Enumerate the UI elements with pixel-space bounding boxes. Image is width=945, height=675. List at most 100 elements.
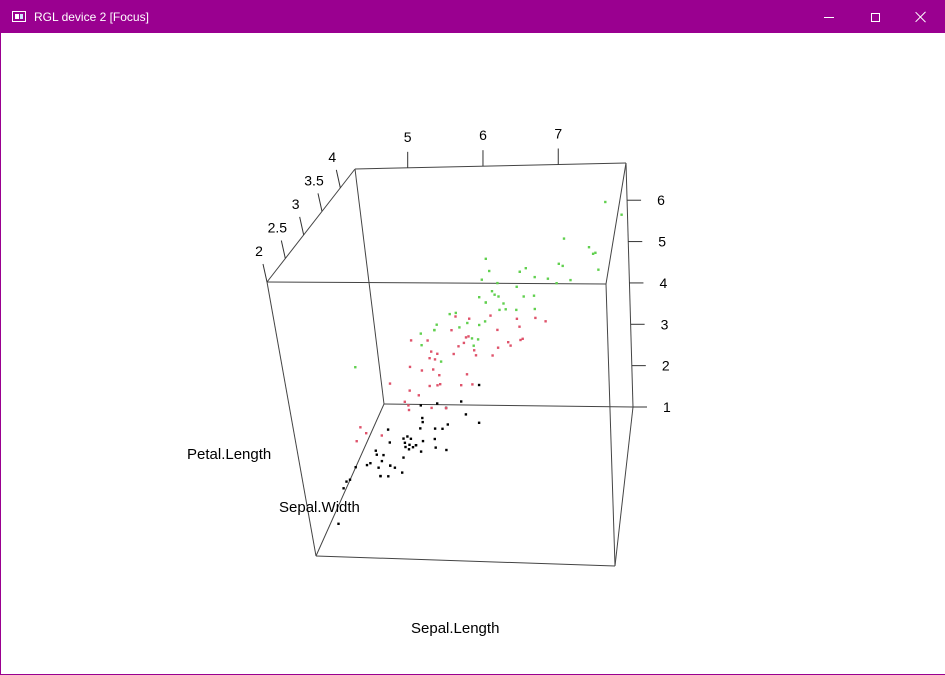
data-point: [467, 335, 470, 338]
data-point: [420, 344, 423, 347]
data-point: [441, 427, 444, 430]
data-point: [433, 328, 436, 332]
data-point: [345, 480, 348, 483]
data-point: [438, 374, 441, 377]
data-point: [407, 408, 411, 412]
data-point: [445, 448, 448, 452]
data-point: [439, 383, 442, 386]
data-point: [488, 269, 491, 273]
y-tick: [335, 169, 341, 188]
data-point: [403, 441, 407, 444]
y-tick-label: 3: [292, 196, 300, 212]
data-point: [417, 394, 420, 397]
data-point: [457, 345, 460, 348]
z-tick-label: 3: [661, 316, 669, 332]
data-point: [342, 487, 345, 490]
data-point: [561, 264, 564, 268]
data-point: [433, 358, 437, 361]
data-point: [402, 456, 405, 459]
box-edge: [614, 406, 634, 567]
axis-label-sepal-length: Sepal.Length: [411, 620, 499, 637]
data-point: [355, 440, 358, 443]
close-button[interactable]: [898, 1, 944, 33]
data-point: [452, 352, 455, 356]
data-point: [450, 329, 453, 332]
data-point: [460, 384, 463, 387]
maximize-icon: [870, 12, 880, 22]
data-point: [604, 200, 607, 204]
y-tick: [317, 193, 323, 212]
box-edge: [605, 162, 627, 285]
data-point: [375, 453, 378, 456]
data-point: [444, 407, 448, 410]
y-tick: [262, 263, 268, 283]
data-point: [380, 434, 383, 437]
data-point: [388, 441, 391, 444]
data-point: [402, 437, 405, 440]
data-point: [515, 317, 519, 320]
title-bar[interactable]: RGL device 2 [Focus]: [1, 1, 944, 33]
data-point: [476, 338, 480, 341]
minimize-button[interactable]: [806, 1, 852, 33]
minimize-icon: [824, 16, 834, 18]
data-point: [466, 321, 469, 325]
data-point: [518, 325, 521, 328]
data-point: [569, 278, 572, 282]
data-point: [465, 373, 469, 376]
z-tick-label: 4: [659, 275, 667, 291]
data-point: [386, 428, 390, 431]
data-point: [421, 420, 424, 424]
data-point: [533, 275, 536, 279]
y-tick-label: 2: [255, 243, 263, 259]
data-point: [421, 439, 425, 443]
data-point: [407, 404, 410, 407]
data-point: [502, 302, 505, 305]
data-point: [408, 365, 412, 369]
data-point: [555, 282, 558, 285]
data-point: [493, 293, 496, 296]
data-point: [483, 320, 487, 323]
z-tick-label: 2: [662, 358, 670, 374]
x-tick-label: 7: [554, 126, 562, 142]
data-point: [519, 338, 522, 342]
data-point: [365, 463, 369, 467]
data-point: [464, 336, 468, 339]
data-point: [480, 278, 483, 281]
data-point: [436, 352, 439, 355]
data-point: [472, 344, 475, 347]
data-point: [477, 383, 481, 387]
box-edge: [354, 162, 627, 170]
data-point: [369, 462, 372, 465]
rgl-canvas[interactable]: 5 6 7 2 2.5 3 3.5 4 1 2 3 4 5 6 Petal.Length Sepal.Wi…: [5, 33, 945, 674]
data-point: [426, 339, 429, 342]
data-point: [436, 384, 439, 387]
data-point: [409, 339, 413, 342]
data-point: [462, 341, 466, 345]
data-point: [497, 295, 500, 298]
data-point: [484, 301, 487, 304]
maximize-button[interactable]: [852, 1, 898, 33]
data-point: [432, 368, 435, 371]
z-tick-label: 5: [658, 234, 666, 250]
data-point: [504, 308, 507, 311]
data-point: [507, 341, 510, 344]
data-point: [509, 344, 512, 347]
data-points: [337, 200, 623, 525]
data-point: [546, 277, 550, 280]
data-point: [434, 446, 437, 449]
box-edge: [266, 281, 607, 285]
data-point: [468, 317, 471, 320]
data-point: [433, 427, 437, 430]
data-point: [594, 251, 597, 254]
data-point: [518, 270, 521, 273]
window-title: RGL device 2 [Focus]: [34, 10, 149, 24]
data-point: [562, 237, 566, 240]
data-point: [430, 406, 433, 410]
data-point: [470, 337, 474, 340]
data-point: [387, 475, 390, 478]
data-point: [435, 323, 438, 326]
data-point: [460, 400, 463, 403]
